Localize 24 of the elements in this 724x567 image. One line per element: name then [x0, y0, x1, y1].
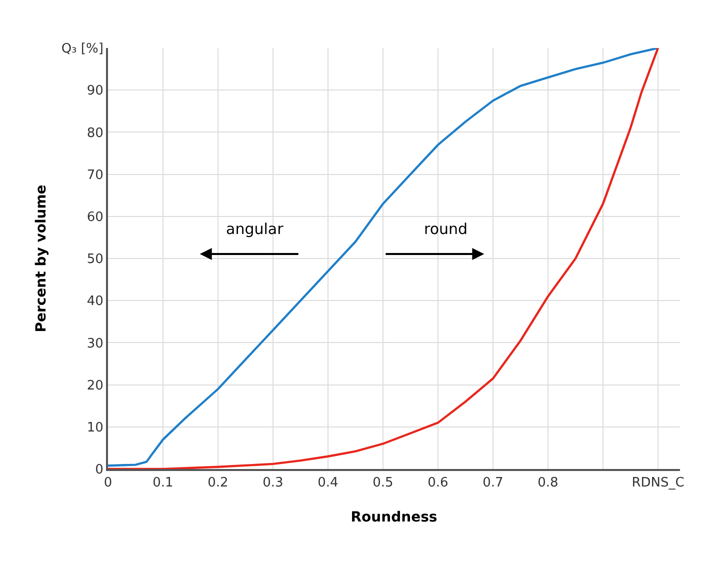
x-tick-label: 0.4 — [318, 476, 338, 491]
y-tick-label: 70 — [86, 168, 104, 183]
y-tick-label: 20 — [86, 378, 104, 394]
x-tick-label: 0.7 — [482, 476, 504, 491]
y-tick-label: 60 — [86, 210, 104, 225]
y-tick-label: 10 — [86, 420, 104, 436]
x-axis-title: Roundness — [350, 509, 438, 526]
y-tick-label: 80 — [86, 126, 104, 141]
y-tick-label: 90 — [86, 84, 104, 99]
x-tick-label: 0.1 — [152, 476, 174, 491]
y-tick-label: 30 — [86, 336, 104, 352]
x-tick-label: 0.8 — [538, 476, 558, 491]
y-axis-title: Percent by volume — [33, 184, 50, 332]
annotation: angular — [226, 220, 284, 238]
y-tick-label: 0 — [95, 462, 104, 478]
annotation: round — [424, 220, 468, 238]
y-tick-label: Q₃ [%] — [61, 42, 104, 57]
x-tick-label: 0.3 — [262, 476, 284, 491]
x-tick-label: 0.5 — [372, 476, 394, 491]
x-tick-label: 0.2 — [208, 476, 228, 491]
y-tick-label: 50 — [86, 252, 104, 268]
x-tick-label: RDNS_C — [632, 476, 684, 491]
y-tick-label: 40 — [86, 294, 104, 310]
x-tick-label: 0.6 — [428, 476, 448, 491]
